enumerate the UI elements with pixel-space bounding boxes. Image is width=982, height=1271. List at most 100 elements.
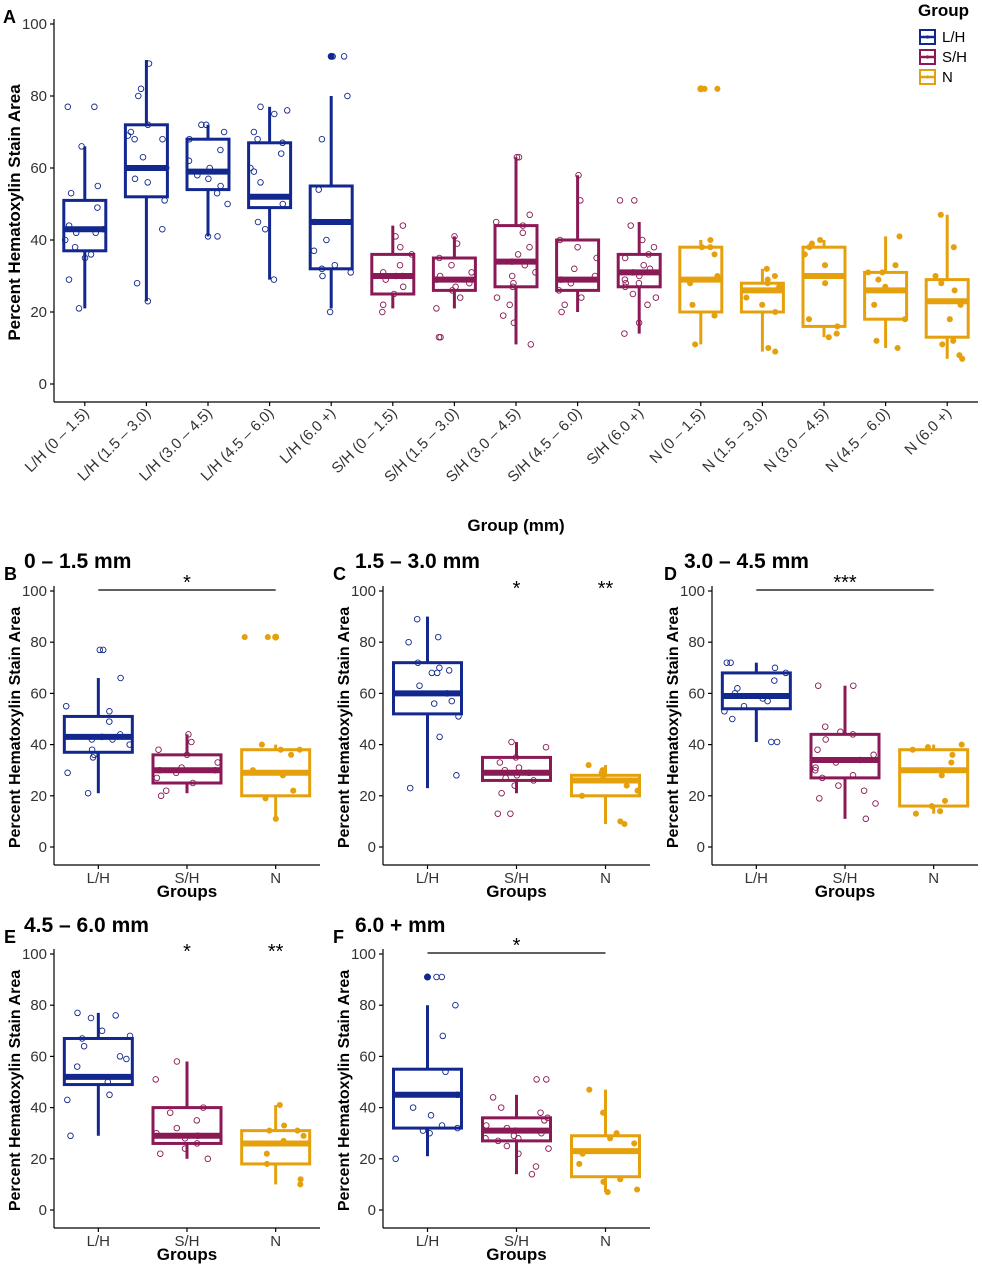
box-2 [570,765,641,824]
data-point [454,1091,461,1099]
data-point [155,746,162,753]
data-point [266,1127,273,1134]
legend-key-point [925,35,930,39]
data-point [71,243,79,251]
data-point [144,121,152,129]
y-tick-label: 100 [680,583,705,600]
x-tick-label: N (3.0 – 4.5) [761,405,832,476]
data-point [409,1104,417,1111]
data-point [621,330,628,337]
data-point [106,718,113,725]
legend: Group L/H S/H N [918,1,969,86]
data-point [646,265,654,273]
data-point [764,280,771,287]
x-tick-label: L/H [416,1233,439,1250]
data-point [294,1127,301,1134]
data-point [89,754,97,761]
data-point [448,261,455,269]
data-point [455,713,462,720]
data-point [315,186,322,193]
data-point [159,135,166,143]
panel-E: E 4.5 – 6.0 mm 0 20 40 60 80 100 Percent Hematox… [4,914,320,1264]
data-point [636,272,643,280]
data-point [924,744,931,751]
box-7 [493,157,539,345]
data-point [449,287,456,294]
data-point [145,60,153,67]
data-point [635,279,643,287]
y-tick-label: 100 [351,946,376,963]
panel-B: B 0 – 1.5 mm 0 20 40 60 80 100 Percent Hematoxyl… [4,550,320,901]
x-tick-label: L/H [416,870,439,887]
data-point [249,767,256,774]
data-point [950,244,957,251]
data-point [65,276,73,283]
data-point [579,1150,586,1157]
box-iqr [801,245,847,328]
data-point [399,283,407,291]
y-tick-label: 60 [359,1048,376,1065]
data-point [153,1129,160,1137]
data-point [279,139,286,147]
data-point [220,128,228,136]
data-point [466,279,473,287]
box-iqr [809,732,881,780]
data-point [272,815,279,822]
data-point [836,272,843,280]
data-point [521,261,529,269]
data-point [329,53,336,60]
data-point [629,290,637,298]
data-point [436,254,443,262]
data-point [277,150,285,157]
data-point [515,764,523,771]
data-point [261,225,269,233]
data-point [173,1058,181,1065]
y-tick-label: 0 [39,1202,47,1219]
box-iqr [924,278,970,339]
data-point [525,769,533,777]
data-point [723,659,731,666]
data-point [437,333,444,341]
data-point [109,736,116,743]
x-axis-label: Group (mm) [467,516,564,535]
data-point [257,103,264,111]
data-point [347,269,354,276]
box-0 [62,678,134,794]
data-point [627,777,634,784]
data-point [932,272,939,280]
data-point [254,218,262,226]
data-point [711,312,718,319]
box-4 [308,52,354,309]
data-point [834,323,841,330]
box-0 [720,662,792,743]
data-point [526,211,533,219]
data-point [104,1078,112,1086]
panel-title: 4.5 – 6.0 mm [24,914,149,937]
y-tick-label: 20 [30,788,47,805]
data-point [193,1117,201,1124]
data-point [438,973,446,981]
data-point [280,1137,287,1144]
data-point [772,308,779,316]
data-point [801,251,808,258]
data-point [631,197,638,204]
significance-label: * [513,935,521,957]
data-point [958,741,965,748]
data-point [771,272,778,280]
significance-label: *** [833,572,857,594]
data-point [416,682,423,689]
data-point [344,92,351,100]
data-point [206,164,213,172]
data-point [768,738,775,746]
data-point [613,1130,620,1137]
data-point [264,634,271,641]
box-5 [370,225,416,309]
data-point [318,265,326,273]
data-point [882,283,889,290]
data-point [652,294,660,301]
data-point [759,301,766,308]
data-point [94,182,102,190]
data-point [433,305,440,312]
data-point [621,283,629,291]
y-tick-label: 100 [22,583,47,600]
